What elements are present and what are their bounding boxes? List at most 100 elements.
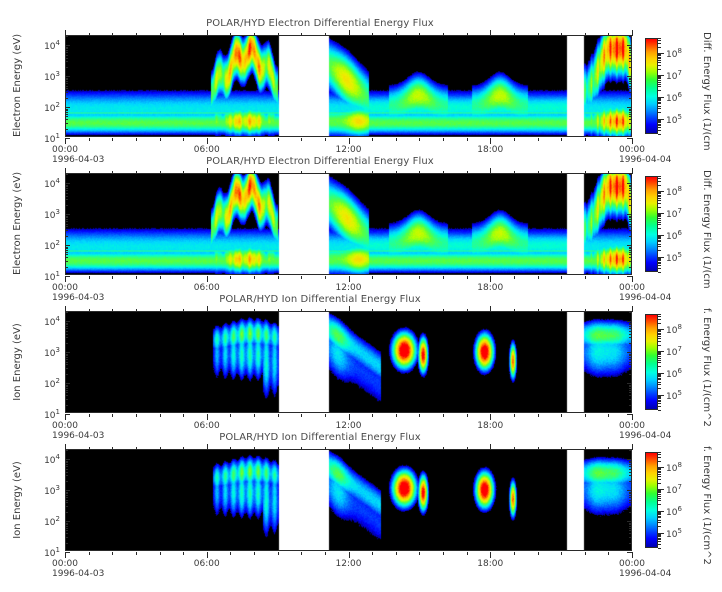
y-tick-minor-right xyxy=(629,92,632,94)
colorbar-tick-minor xyxy=(658,513,661,515)
x-tick-minor xyxy=(395,276,397,279)
colorbar-tick xyxy=(658,351,664,353)
y-tick-minor xyxy=(65,497,68,499)
colorbar-tick-minor xyxy=(658,215,661,217)
colorbar-tick-minor xyxy=(658,456,661,458)
y-tick-major-right xyxy=(627,107,632,109)
x-tick-major xyxy=(632,138,633,144)
x-tick-minor-top xyxy=(88,171,90,174)
y-tick-minor xyxy=(65,404,68,406)
y-tick-minor-right xyxy=(629,57,632,59)
y-axis-label: Electron Energy (eV) xyxy=(12,171,23,275)
y-tick-minor xyxy=(65,174,68,175)
y-tick-minor-right xyxy=(629,199,632,201)
y-tick-minor-right xyxy=(629,85,632,87)
x-tick-minor-top xyxy=(419,309,421,312)
y-tick-major xyxy=(65,459,70,461)
colorbar-tick-minor xyxy=(658,376,661,378)
x-tick-label: 18:00 xyxy=(477,145,504,155)
x-tick-minor xyxy=(254,414,255,417)
y-tick-minor xyxy=(65,399,68,401)
y-tick-label: 102 xyxy=(44,377,60,391)
colorbar-tick-minor xyxy=(658,119,661,121)
y-tick-minor-right xyxy=(629,333,632,335)
y-tick-minor xyxy=(65,36,68,37)
y-tick-minor xyxy=(65,48,68,50)
panel-title: POLAR/HYD Electron Differential Energy F… xyxy=(206,18,434,29)
x-tick-minor xyxy=(466,414,468,417)
x-tick-minor-top xyxy=(608,309,610,312)
x-tick-major xyxy=(632,276,633,282)
colorbar-tick-minor xyxy=(658,105,661,107)
y-tick-minor-right xyxy=(629,460,632,462)
y-tick-minor xyxy=(65,190,68,192)
x-tick-minor xyxy=(324,276,326,279)
y-tick-minor-right xyxy=(629,235,632,237)
y-tick-minor-right xyxy=(629,527,632,529)
colorbar-tick-minor xyxy=(658,344,661,346)
colorbar xyxy=(645,314,658,410)
colorbar-tick-minor xyxy=(658,238,661,240)
y-tick-minor xyxy=(65,123,68,125)
x-tick-minor-top xyxy=(584,447,586,450)
y-tick-minor xyxy=(65,226,68,228)
y-tick-minor xyxy=(65,66,68,68)
x-tick-major xyxy=(348,414,350,420)
x-tick-minor xyxy=(183,276,185,279)
y-tick-minor-right xyxy=(629,355,632,357)
x-tick-label: 18:00 xyxy=(477,559,504,569)
y-tick-minor xyxy=(65,359,68,361)
y-tick-minor xyxy=(65,97,68,99)
y-tick-minor xyxy=(65,235,68,237)
y-tick-minor-right xyxy=(629,108,632,110)
x-tick-minor-top xyxy=(230,171,232,174)
x-tick-minor xyxy=(112,276,114,279)
y-tick-minor xyxy=(65,52,68,54)
x-tick-minor-top xyxy=(561,33,563,36)
x-tick-minor xyxy=(135,138,137,141)
x-tick-minor xyxy=(372,138,374,141)
y-tick-minor-right xyxy=(629,113,632,115)
x-tick-label: 12:00 xyxy=(335,283,362,293)
y-tick-minor-right xyxy=(629,493,632,495)
x-tick-minor-top xyxy=(466,309,468,312)
colorbar-tick-minor xyxy=(658,355,661,357)
colorbar-tick-label: 106 xyxy=(666,504,682,518)
x-tick-minor xyxy=(112,414,114,417)
x-tick-major xyxy=(632,552,633,558)
y-tick-minor-right xyxy=(629,368,632,370)
y-tick-minor-right xyxy=(629,386,632,388)
y-tick-minor-right xyxy=(629,537,632,539)
colorbar-tick-minor xyxy=(658,331,661,333)
colorbar-tick-minor xyxy=(658,381,661,383)
colorbar-tick-minor xyxy=(658,239,661,241)
x-tick-major-top xyxy=(490,444,492,450)
y-tick-minor xyxy=(65,322,68,324)
colorbar-tick-label: 108 xyxy=(666,47,682,61)
x-tick-major xyxy=(348,552,350,558)
x-axis-end-date: 1996-04-04 xyxy=(619,155,672,165)
y-tick-minor-right xyxy=(629,215,632,217)
plot-area xyxy=(65,311,632,413)
colorbar-tick-label: 107 xyxy=(666,483,682,497)
y-tick-minor xyxy=(65,511,68,513)
colorbar-tick-minor xyxy=(658,206,661,208)
colorbar-tick-minor xyxy=(658,452,661,453)
colorbar-tick xyxy=(658,532,664,534)
x-tick-minor xyxy=(608,414,610,417)
y-tick-major xyxy=(65,76,70,78)
y-tick-minor xyxy=(65,395,68,397)
x-tick-major-top xyxy=(65,306,66,312)
colorbar-tick-minor xyxy=(658,539,661,541)
x-axis-start-date: 1996-04-03 xyxy=(52,293,105,303)
colorbar-tick-minor xyxy=(658,399,661,401)
x-tick-minor-top xyxy=(277,447,279,450)
colorbar-tick-minor xyxy=(658,216,661,218)
colorbar-tick-minor xyxy=(658,260,661,262)
y-tick-minor-right xyxy=(629,248,632,250)
y-tick-minor-right xyxy=(629,499,632,501)
y-tick-minor-right xyxy=(629,52,632,54)
y-tick-minor-right xyxy=(629,204,632,206)
colorbar-tick-minor xyxy=(658,176,661,177)
y-tick-minor-right xyxy=(629,128,632,130)
